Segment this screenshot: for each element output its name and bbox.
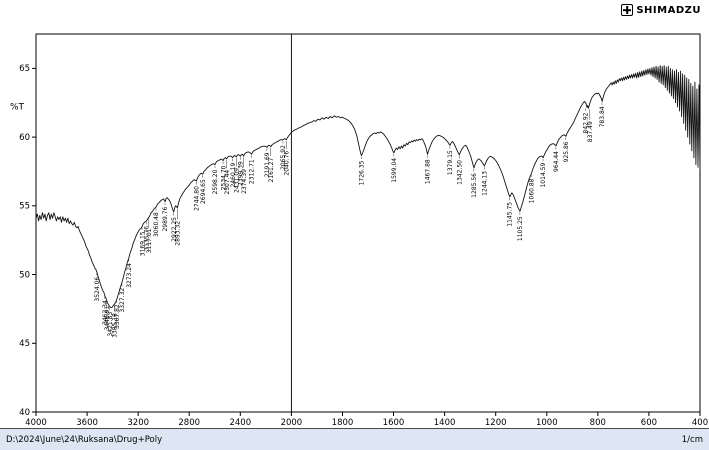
- peak-label: 2191.69: [264, 152, 271, 177]
- peak-label: 2040.76: [283, 151, 290, 176]
- peak-label: 3327.32: [119, 288, 126, 313]
- y-tick-label: 60: [19, 133, 30, 143]
- peak-label: 2507.44: [224, 170, 231, 195]
- x-tick-label: 1200: [485, 418, 507, 428]
- shimadzu-logo: SHIMADZU: [621, 4, 701, 16]
- peak-label: 842.92: [583, 112, 590, 133]
- spectrum-curve: [35, 65, 701, 308]
- y-tick-label: 40: [19, 408, 30, 418]
- peak-label: 2694.65: [200, 179, 207, 204]
- peak-label: 2744.80: [194, 186, 201, 211]
- peak-label: 1285.56: [471, 173, 478, 198]
- peak-label: 3273.24: [126, 263, 133, 288]
- x-tick-label: 1800: [332, 418, 354, 428]
- y-tick-label: 50: [19, 270, 30, 280]
- x-tick-label: 3200: [127, 418, 149, 428]
- y-tick-label: 65: [19, 64, 30, 74]
- peak-label: 3421.83: [107, 312, 114, 337]
- peak-label: 3060.48: [153, 212, 160, 237]
- peak-label: 783.84: [599, 106, 606, 127]
- x-tick-label: 1400: [434, 418, 456, 428]
- peak-label: 2893.32: [175, 221, 182, 246]
- x-axis-unit-label: 1/cm: [681, 434, 703, 445]
- peak-label: 2161.27: [268, 158, 275, 183]
- x-tick-label: 3600: [76, 418, 98, 428]
- peak-label: 1145.75: [507, 202, 514, 227]
- peak-label: 2374.39: [241, 169, 248, 194]
- x-tick-label: 600: [641, 418, 657, 428]
- status-bar: D:\2024\June\24\Ruksana\Drug+Poly 1/cm: [0, 428, 709, 450]
- x-tick-label: 800: [590, 418, 606, 428]
- x-tick-label: 4000: [25, 418, 47, 428]
- peak-label: 3524.06: [94, 277, 101, 302]
- peak-label: 1599.04: [391, 158, 398, 183]
- peak-label: 1014.59: [540, 163, 547, 188]
- x-tick-label: 2000: [281, 418, 303, 428]
- peak-label: 1379.15: [447, 150, 454, 175]
- peak-label: 2065.92: [280, 145, 287, 170]
- peak-label: 925.86: [563, 141, 570, 162]
- peak-label: 1467.88: [425, 159, 432, 184]
- y-tick-label: 55: [19, 202, 30, 212]
- x-tick-label: 1600: [383, 418, 405, 428]
- peak-label: 2431.09: [234, 168, 241, 193]
- peak-label: 1244.13: [482, 171, 489, 196]
- peak-label: 3117.01: [146, 228, 153, 253]
- x-tick-label: 400: [692, 418, 708, 428]
- y-axis-title: %T: [10, 103, 25, 113]
- peak-label: 2989.76: [162, 207, 169, 232]
- y-tick-label: 45: [19, 339, 30, 349]
- peak-label: 3385.18: [112, 313, 119, 338]
- shimadzu-mark-icon: [621, 4, 634, 16]
- peak-label: 3446.91: [104, 306, 111, 331]
- peak-label: 1342.50: [457, 160, 464, 185]
- file-path-label: D:\2024\June\24\Ruksana\Drug+Poly: [6, 434, 163, 445]
- peak-label: 2534.70: [220, 165, 227, 190]
- x-tick-label: 2400: [229, 418, 251, 428]
- peak-label: 1060.88: [528, 178, 535, 203]
- shimadzu-logo-text: SHIMADZU: [636, 4, 701, 16]
- peak-label: 3169.15: [139, 231, 146, 256]
- ftir-spectrum-plot: 40 45 50 55 60 65 4000 3600 3200 2800 2400 2000 1800…: [10, 33, 708, 428]
- peak-label: 3367.82: [114, 304, 121, 329]
- peak-label: 837.49: [587, 121, 594, 142]
- x-tick-label: 1000: [536, 418, 558, 428]
- peak-label: 1105.25: [517, 216, 524, 241]
- peak-label: 2399.39: [238, 161, 245, 186]
- peak-label: 964.44: [553, 151, 560, 172]
- x-tick-label: 2800: [178, 418, 200, 428]
- plot-border: [35, 33, 701, 413]
- peak-label: 2598.20: [212, 169, 219, 194]
- peak-label: 2312.71: [249, 159, 256, 184]
- peak-label: 1726.35: [359, 160, 366, 185]
- peak-label: 2460.19: [230, 163, 237, 188]
- peak-label: 2922.25: [171, 217, 178, 242]
- peak-label: 3462.34: [102, 300, 109, 325]
- peak-label: 3135.76: [144, 226, 151, 251]
